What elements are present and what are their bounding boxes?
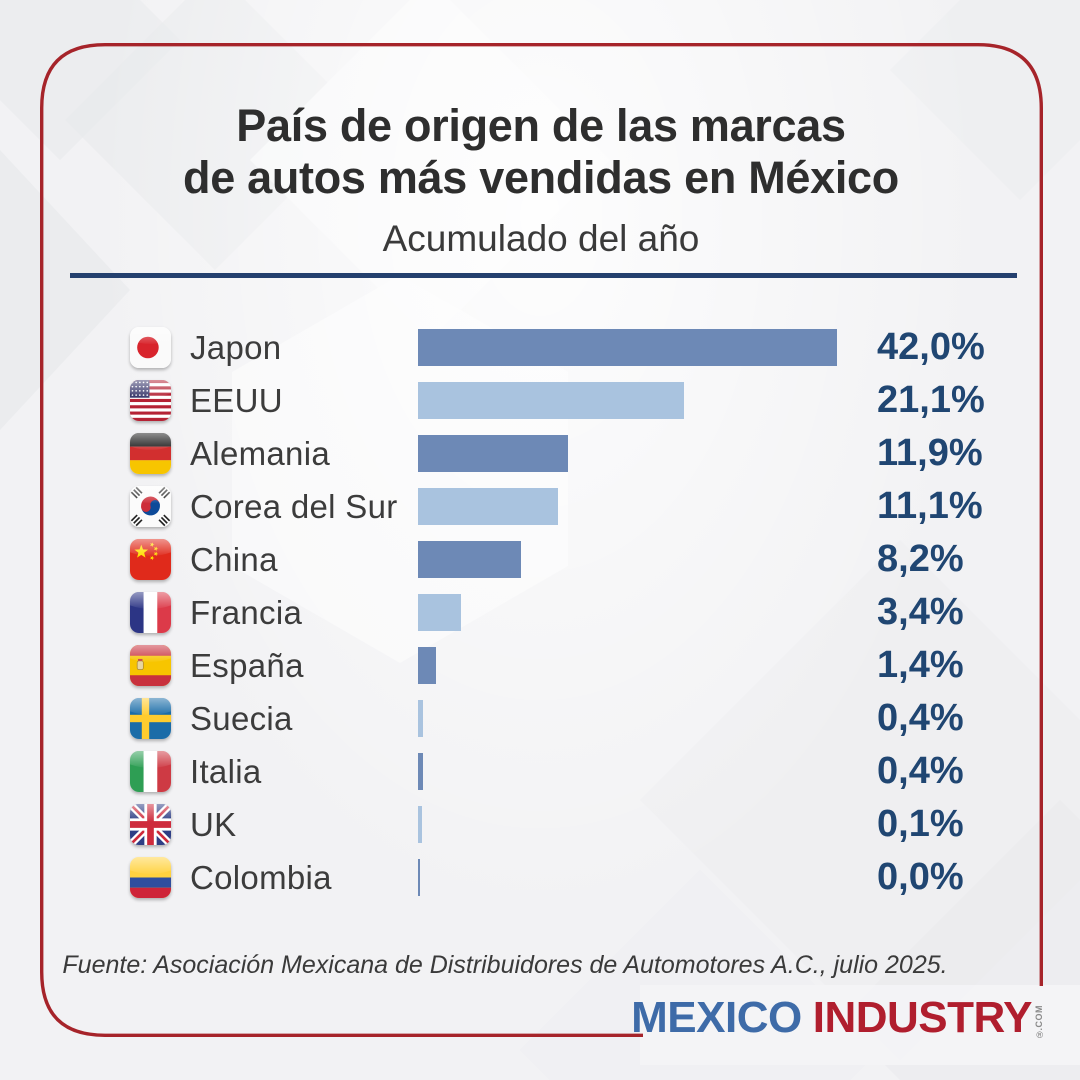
flag-spain-icon [130, 645, 171, 686]
value-label: 0,4% [877, 750, 964, 792]
value-label: 3,4% [877, 591, 964, 633]
bar-chart: Japon 42,0% EEUU 21,1% Alemania 11,9% Corea de… [130, 321, 1010, 904]
chart-row: Alemania 11,9% [130, 427, 1010, 480]
value-label: 11,1% [877, 485, 983, 527]
chart-row: UK 0,1% [130, 798, 1010, 851]
bar-track [418, 594, 877, 631]
country-label: España [190, 646, 304, 684]
bar-track [418, 541, 877, 578]
value-label: 21,1% [877, 379, 985, 421]
chart-row: EEUU 21,1% [130, 374, 1010, 427]
header: País de origen de las marcas de autos má… [40, 100, 1042, 260]
value-bar [418, 700, 424, 737]
country-label: Japon [190, 328, 282, 366]
bar-track [418, 382, 877, 419]
country-label: Italia [190, 752, 262, 790]
source-note: Fuente: Asociación Mexicana de Distribui… [62, 951, 948, 979]
value-bar [418, 435, 568, 472]
country-label: EEUU [190, 381, 283, 419]
logo-mexico: MEXICO [631, 993, 802, 1042]
country-label: Corea del Sur [190, 487, 398, 525]
logo-industry: INDUSTRY [812, 993, 1033, 1042]
value-label: 0,1% [877, 803, 964, 845]
flag-uk-icon [130, 804, 171, 845]
chart-row: Suecia 0,4% [130, 692, 1010, 745]
value-bar [418, 806, 422, 843]
bar-track [418, 435, 877, 472]
value-bar [418, 594, 461, 631]
logo-com-text: .COM [1034, 1004, 1044, 1031]
logo-registered-icon: ® [1036, 1030, 1043, 1040]
chart-row: Japon 42,0% [130, 321, 1010, 374]
chart-row: China 8,2% [130, 533, 1010, 586]
flag-china-icon [130, 539, 171, 580]
chart-subtitle: Acumulado del año [382, 218, 700, 260]
value-bar [418, 382, 684, 419]
bar-track [418, 753, 877, 790]
logo-suffix: .COM ® [1034, 1002, 1044, 1040]
value-label: 1,4% [877, 644, 964, 686]
value-label: 42,0% [877, 326, 985, 368]
chart-row: Italia 0,4% [130, 745, 1010, 798]
page-title-line1: País de origen de las marcas [236, 100, 846, 151]
bar-track [418, 647, 877, 684]
flag-japan-icon [130, 327, 171, 368]
country-label: Alemania [190, 434, 330, 472]
chart-row: Colombia 0,0% [130, 851, 1010, 904]
brand-logo: MEXICO INDUSTRY .COM ® [631, 996, 1044, 1040]
bar-track [418, 329, 877, 366]
value-bar [418, 647, 436, 684]
value-label: 8,2% [877, 538, 964, 580]
flag-germany-icon [130, 433, 171, 474]
header-divider [70, 273, 1017, 278]
flag-colombia-icon [130, 857, 171, 898]
value-bar [418, 859, 420, 896]
value-label: 11,9% [877, 432, 983, 474]
flag-italy-icon [130, 751, 171, 792]
chart-row: España 1,4% [130, 639, 1010, 692]
flag-south-korea-icon [130, 486, 171, 527]
bar-track [418, 859, 877, 896]
value-bar [418, 541, 522, 578]
chart-row: Francia 3,4% [130, 586, 1010, 639]
value-bar [418, 329, 837, 366]
country-label: Suecia [190, 699, 293, 737]
country-label: China [190, 540, 278, 578]
bar-track [418, 806, 877, 843]
chart-row: Corea del Sur 11,1% [130, 480, 1010, 533]
value-label: 0,4% [877, 697, 964, 739]
bar-track [418, 488, 877, 525]
flag-sweden-icon [130, 698, 171, 739]
page-title-line2: de autos más vendidas en México [183, 152, 899, 204]
value-label: 0,0% [877, 856, 964, 898]
country-label: UK [190, 805, 237, 843]
bar-track [418, 700, 877, 737]
country-label: Colombia [190, 858, 332, 896]
flag-usa-icon [130, 380, 171, 421]
country-label: Francia [190, 593, 303, 631]
value-bar [418, 488, 558, 525]
flag-france-icon [130, 592, 171, 633]
value-bar [418, 753, 424, 790]
